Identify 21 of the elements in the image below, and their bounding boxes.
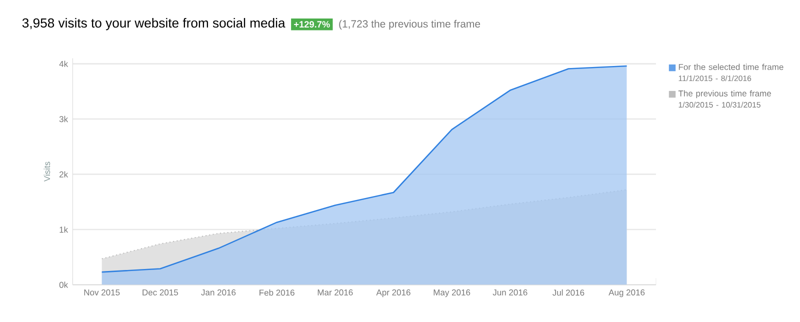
y-tick-label: 1k [60, 226, 68, 233]
y-tick-label: 3k [59, 116, 68, 122]
chart-title: 3,958 visits to your website from social media [22, 18, 286, 30]
x-tick-label: Jan 2016 [201, 289, 236, 296]
text: (1,723 the previous time frame [339, 20, 480, 30]
x-tick-label: May 2016 [434, 289, 470, 298]
text: +129.7% [294, 21, 330, 28]
y-tick-label: 0k [59, 282, 68, 288]
legend-label: The previous time frame [678, 90, 771, 98]
x-tick-label: Dec 2015 [142, 289, 178, 296]
legend-label: For the selected time frame [678, 64, 784, 70]
y-axis-title: Visits [44, 162, 50, 182]
x-tick-label: Feb 2016 [260, 289, 294, 296]
x-tick-label: Mar 2016 [318, 289, 353, 296]
y-tick-label: 4k [59, 60, 68, 67]
y-tick-label: 2k [60, 171, 68, 178]
x-tick-label: Aug 2016 [608, 289, 645, 298]
x-tick-label: Apr 2016 [376, 289, 410, 298]
x-tick-label: Jun 2016 [492, 289, 528, 296]
x-tick-label: Jul 2016 [552, 289, 584, 296]
x-tick-label: Nov 2015 [84, 289, 120, 296]
